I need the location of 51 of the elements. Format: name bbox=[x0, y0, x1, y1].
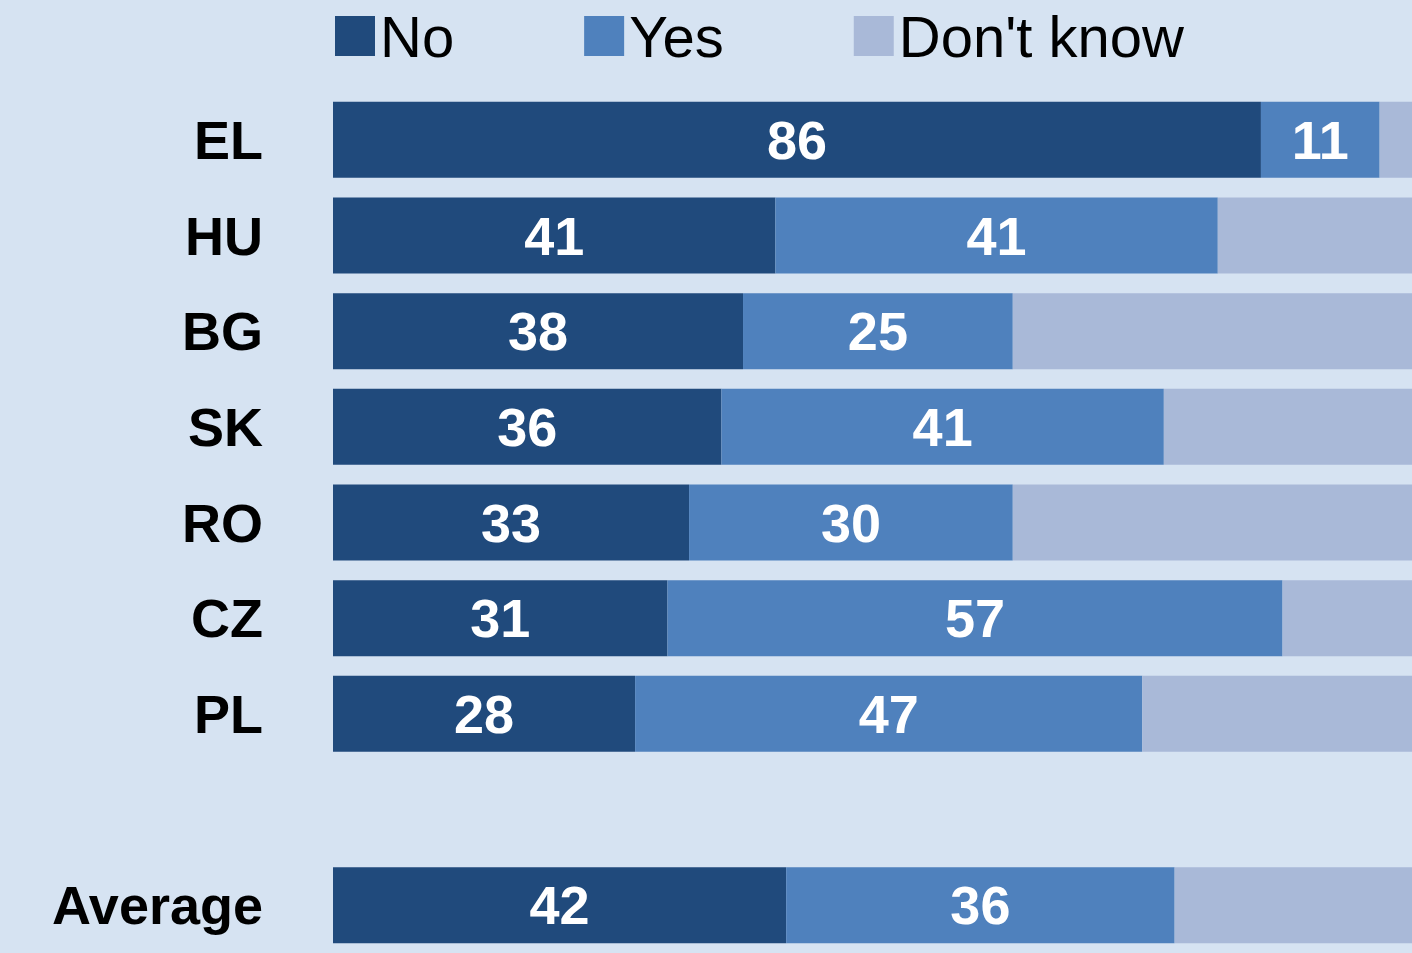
y-tick-label: SK bbox=[187, 396, 263, 457]
bar bbox=[721, 388, 1164, 465]
data-label: 25 bbox=[847, 301, 908, 362]
bar bbox=[333, 101, 1261, 178]
bar bbox=[667, 580, 1283, 657]
data-label: 86 bbox=[766, 109, 828, 170]
y-tick-label: BG bbox=[182, 301, 263, 362]
bar bbox=[1379, 101, 1412, 178]
legend-label: Yes bbox=[629, 3, 724, 69]
data-label: 41 bbox=[524, 205, 585, 266]
data-label: 36 bbox=[950, 875, 1011, 936]
data-label: 31 bbox=[470, 588, 531, 649]
bar bbox=[333, 580, 668, 657]
data-label: 42 bbox=[529, 875, 590, 936]
legend-label: No bbox=[380, 3, 455, 69]
bar bbox=[786, 867, 1175, 944]
bar bbox=[333, 197, 776, 274]
bar bbox=[333, 867, 787, 944]
bar bbox=[689, 484, 1013, 561]
bar bbox=[1282, 580, 1412, 657]
y-tick-label: HU bbox=[185, 205, 263, 266]
data-label: 57 bbox=[944, 588, 1006, 649]
bar bbox=[1012, 293, 1412, 370]
bar bbox=[333, 675, 636, 752]
bar bbox=[333, 388, 722, 465]
bar bbox=[1174, 867, 1412, 944]
data-label: 11 bbox=[1291, 109, 1349, 170]
y-tick-label: RO bbox=[182, 492, 263, 553]
bar bbox=[775, 197, 1218, 274]
bar bbox=[635, 675, 1143, 752]
bar bbox=[1012, 484, 1412, 561]
y-tick-label: EL bbox=[193, 109, 263, 170]
data-label: 36 bbox=[497, 396, 558, 457]
y-tick-label: Average bbox=[51, 875, 263, 936]
legend-label: Don't know bbox=[898, 3, 1185, 69]
data-label: 41 bbox=[912, 396, 973, 457]
data-label: 47 bbox=[858, 683, 919, 744]
bar bbox=[1260, 101, 1380, 178]
y-tick-label: PL bbox=[193, 683, 263, 744]
data-label: 30 bbox=[820, 492, 881, 553]
bar bbox=[333, 484, 690, 561]
data-label: 38 bbox=[507, 301, 569, 362]
data-label: 33 bbox=[481, 492, 542, 553]
bar bbox=[1217, 197, 1412, 274]
y-tick-label: CZ bbox=[191, 588, 263, 649]
bar bbox=[1163, 388, 1412, 465]
bar bbox=[333, 293, 744, 370]
bar bbox=[743, 293, 1013, 370]
bar bbox=[1142, 675, 1412, 752]
data-label: 28 bbox=[454, 683, 515, 744]
data-label: 41 bbox=[966, 205, 1027, 266]
